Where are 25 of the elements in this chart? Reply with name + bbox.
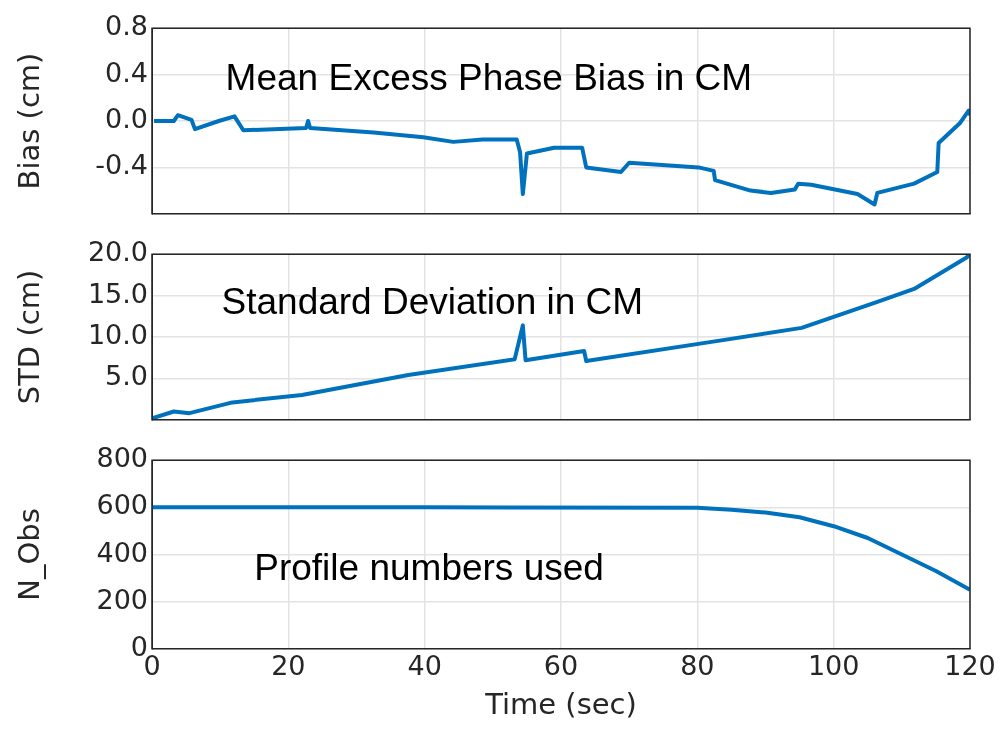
y-tick-label: 800 (96, 442, 148, 474)
x-tick-label: 20 (271, 650, 306, 682)
y-tick-label: 0.0 (105, 103, 148, 135)
x-tick-label: 100 (807, 650, 860, 682)
y-tick-label: 15.0 (87, 277, 148, 309)
y-tick-label: 10.0 (87, 319, 148, 351)
y-axis-title: STD (cm) (11, 269, 46, 405)
y-tick-label: 600 (96, 489, 148, 521)
y-axis-title: N_Obs (11, 508, 46, 601)
y-tick-label: 0.4 (105, 56, 148, 88)
y-tick-label: 5.0 (105, 360, 148, 392)
x-tick-label: 40 (407, 650, 442, 682)
x-tick-label: 80 (680, 650, 715, 682)
annotation: Profile numbers used (254, 546, 604, 588)
y-tick-label: 400 (96, 536, 148, 568)
x-axis-title: Time (sec) (484, 687, 637, 722)
y-tick-label: 200 (96, 583, 148, 615)
y-tick-label: 20.0 (87, 236, 148, 268)
y-tick-label: 0.8 (105, 10, 148, 42)
annotation: Standard Deviation in CM (221, 281, 644, 323)
x-tick-label: 60 (543, 650, 579, 682)
y-axis-title: Bias (cm) (11, 52, 46, 190)
x-tick-label: 120 (944, 650, 996, 682)
y-tick-label: -0.4 (95, 149, 148, 181)
annotation: Mean Excess Phase Bias in CM (225, 57, 753, 99)
